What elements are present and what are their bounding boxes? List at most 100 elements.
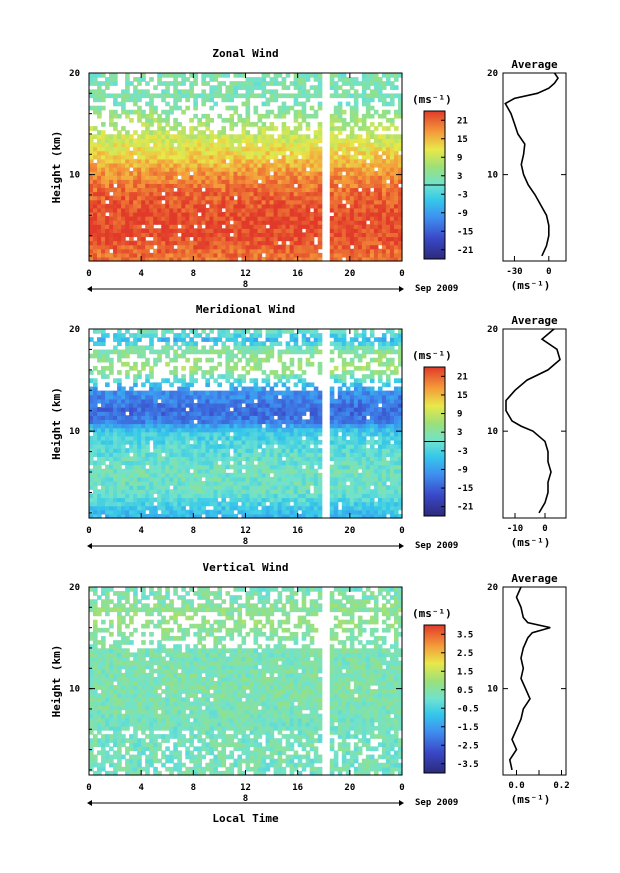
- heatmap-cell: [209, 207, 214, 213]
- heatmap-cell: [149, 187, 154, 193]
- heatmap-cell: [377, 171, 383, 176]
- heatmap-cell: [329, 81, 335, 86]
- heatmap-cell: [341, 224, 347, 229]
- heatmap-cell: [273, 187, 279, 193]
- heatmap-cell: [141, 427, 146, 433]
- heatmap-cell: [169, 224, 174, 229]
- heatmap-cell: [241, 256, 247, 262]
- heatmap-cell: [289, 472, 295, 478]
- heatmap-cell: [353, 203, 359, 209]
- heatmap-cell: [129, 464, 134, 470]
- heatmap-cell: [329, 435, 335, 441]
- heatmap-cell: [237, 236, 243, 242]
- heatmap-cell: [253, 224, 259, 229]
- heatmap-cell: [293, 411, 299, 416]
- heatmap-cell: [185, 427, 190, 433]
- heatmap-cell: [133, 435, 138, 441]
- heatmap-cell: [337, 154, 343, 160]
- heatmap-cell: [113, 101, 118, 107]
- heatmap-cell: [265, 468, 271, 474]
- heatmap-cell: [213, 167, 219, 172]
- heatmap-cell: [353, 122, 359, 127]
- heatmap-cell: [221, 146, 227, 152]
- heatmap-cell: [245, 130, 251, 135]
- heatmap-cell: [109, 501, 114, 507]
- heatmap-cell: [209, 211, 214, 217]
- heatmap-cell: [285, 460, 291, 466]
- heatmap-cell: [133, 505, 138, 511]
- heatmap-cell: [277, 203, 283, 209]
- heatmap-cell: [281, 81, 287, 86]
- heatmap-cell: [221, 162, 227, 168]
- heatmap-cell: [381, 228, 387, 233]
- heatmap-cell: [333, 195, 339, 201]
- heatmap-cell: [313, 509, 319, 515]
- heatmap-cell: [313, 134, 319, 139]
- heatmap-cell: [97, 435, 102, 441]
- heatmap-cell: [345, 220, 351, 225]
- heatmap-cell: [301, 472, 307, 478]
- heatmap-cell: [125, 191, 130, 197]
- heatmap-cell: [121, 444, 126, 449]
- heatmap-cell: [249, 448, 255, 453]
- heatmap-cell: [209, 248, 214, 254]
- heatmap-cell: [393, 481, 399, 486]
- heatmap-cell: [193, 468, 198, 474]
- heatmap-cell: [329, 126, 335, 131]
- heatmap-cell: [125, 85, 130, 90]
- heatmap-cell: [337, 203, 343, 209]
- heatmap-cell: [117, 150, 122, 156]
- heatmap-cell: [169, 256, 174, 262]
- heatmap-cell: [177, 485, 182, 490]
- heatmap-cell: [217, 199, 223, 205]
- heatmap-cell: [365, 142, 371, 148]
- heatmap-cell: [197, 175, 202, 180]
- heatmap-cell: [141, 175, 146, 180]
- heatmap-cell: [173, 485, 178, 490]
- heatmap-cell: [329, 252, 335, 258]
- heatmap-cell: [329, 411, 335, 416]
- heatmap-cell: [309, 505, 315, 511]
- heatmap-cell: [377, 431, 383, 437]
- heatmap-cell: [333, 117, 339, 123]
- heatmap-cell: [121, 175, 126, 180]
- heatmap-cell: [149, 452, 154, 457]
- heatmap-cell: [169, 175, 174, 180]
- heatmap-cell: [141, 452, 146, 457]
- heatmap-cell: [385, 167, 391, 172]
- heatmap-cell: [253, 171, 259, 176]
- heatmap-cell: [249, 85, 255, 90]
- heatmap-cell: [305, 89, 311, 95]
- heatmap-cell: [213, 489, 219, 494]
- heatmap-cell: [389, 224, 395, 229]
- heatmap-cell: [385, 236, 391, 242]
- heatmap-cell: [225, 191, 231, 197]
- heatmap-cell: [341, 464, 347, 470]
- heatmap-cell: [345, 195, 351, 201]
- heatmap-cell: [109, 402, 114, 408]
- heatmap-cell: [225, 183, 231, 189]
- heatmap-cell: [269, 89, 275, 95]
- heatmap-cell: [133, 481, 138, 486]
- heatmap-cell: [145, 150, 150, 156]
- heatmap-cell: [349, 117, 355, 123]
- heatmap-cell: [245, 146, 251, 152]
- heatmap-cell: [397, 175, 403, 180]
- heatmap-cell: [101, 468, 106, 474]
- heatmap-cell: [157, 472, 162, 478]
- heatmap-cell: [265, 134, 271, 139]
- heatmap-cell: [165, 415, 170, 420]
- heatmap-cell: [253, 199, 259, 205]
- heatmap-cell: [221, 171, 227, 176]
- heatmap-cell: [117, 460, 122, 466]
- heatmap-cell: [117, 505, 122, 511]
- heatmap-cell: [149, 150, 154, 156]
- heatmap-cell: [397, 105, 403, 111]
- heatmap-cell: [333, 183, 339, 189]
- heatmap-cell: [189, 85, 194, 90]
- heatmap-cell: [277, 252, 283, 258]
- heatmap-cell: [373, 468, 379, 474]
- heatmap-cell: [377, 497, 383, 503]
- heatmap-cell: [217, 435, 223, 441]
- heatmap-cell: [189, 240, 194, 246]
